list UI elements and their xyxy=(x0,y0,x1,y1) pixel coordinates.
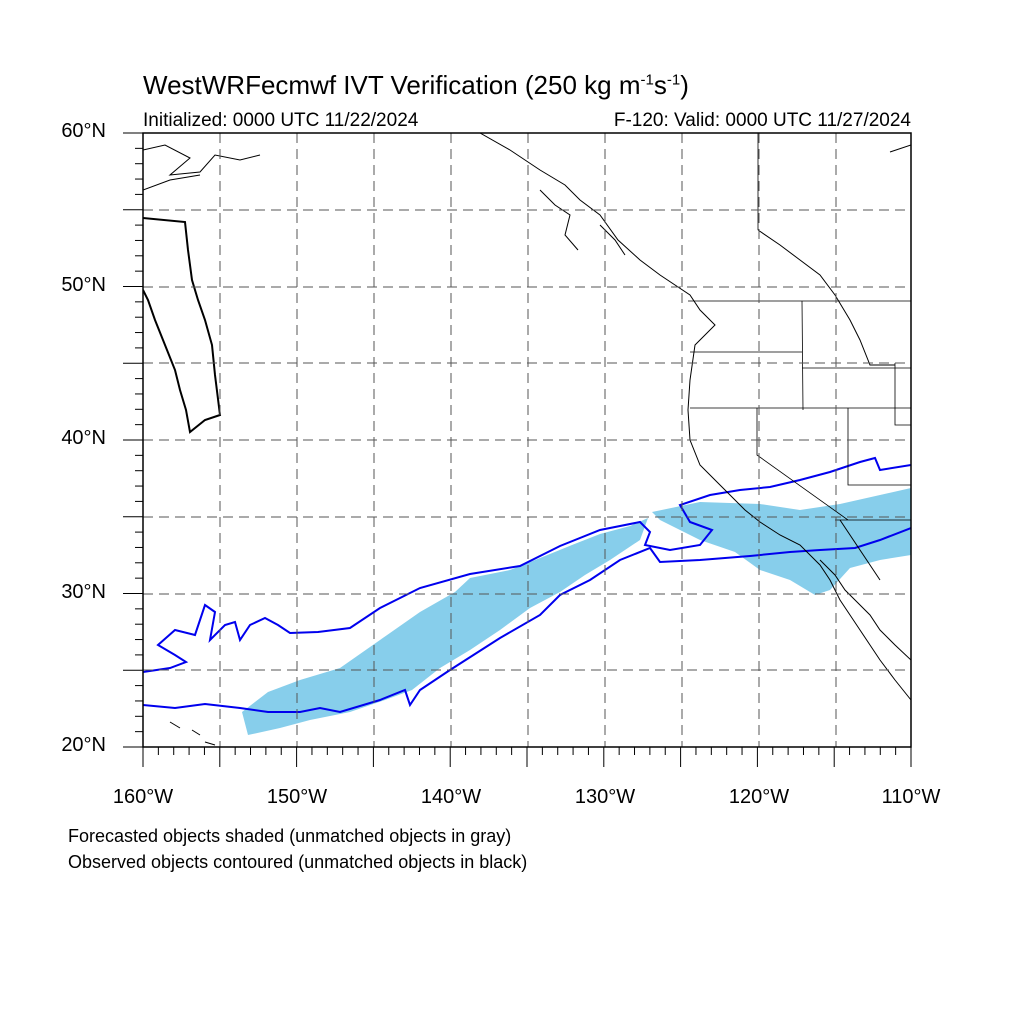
lon-label: 110°W xyxy=(881,786,941,808)
lon-label: 150°W xyxy=(266,786,328,808)
coastlines xyxy=(143,133,911,746)
lat-label: 20°N xyxy=(61,734,106,756)
map-title: WestWRFecmwf IVT Verification (250 kg m-… xyxy=(143,70,689,100)
footer-forecast-note: Forecasted objects shaded (unmatched obj… xyxy=(68,826,512,846)
axis-ticks xyxy=(123,132,912,767)
lat-label: 50°N xyxy=(61,274,106,296)
observed-unmatched-object xyxy=(143,217,222,434)
lon-label: 120°W xyxy=(728,786,790,808)
forecast-object-california xyxy=(652,488,911,595)
observed-object-pacific xyxy=(143,456,911,673)
forecast-object-pacific xyxy=(242,518,648,735)
observed-object-lower-edge xyxy=(143,527,911,714)
lat-label: 40°N xyxy=(61,427,106,449)
state-borders xyxy=(688,133,911,521)
lon-label: 130°W xyxy=(574,786,636,808)
lat-label: 60°N xyxy=(61,120,106,142)
initialized-time: Initialized: 0000 UTC 11/22/2024 xyxy=(143,110,419,131)
footer-observed-note: Observed objects contoured (unmatched ob… xyxy=(68,852,528,872)
grid-lines xyxy=(143,133,911,747)
lat-label: 30°N xyxy=(61,581,106,603)
valid-time: F-120: Valid: 0000 UTC 11/27/2024 xyxy=(613,110,911,131)
lon-label: 160°W xyxy=(112,786,174,808)
lon-label: 140°W xyxy=(420,786,482,808)
